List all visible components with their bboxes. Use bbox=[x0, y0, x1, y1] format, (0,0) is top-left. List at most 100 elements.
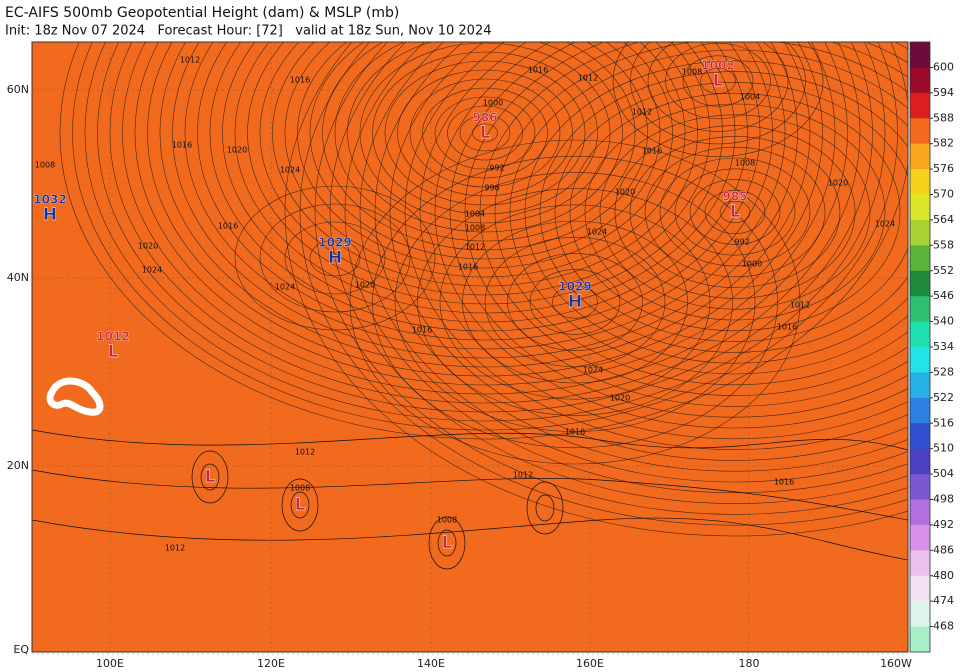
isobar-label: 1016 bbox=[528, 66, 548, 75]
isobar bbox=[682, 55, 754, 107]
isobar bbox=[284, 221, 386, 295]
isobar bbox=[334, 42, 636, 242]
colorbar-cell bbox=[910, 219, 930, 246]
colorbar-label: 516 bbox=[933, 416, 954, 429]
colorbar-label: 468 bbox=[933, 620, 954, 633]
isobar bbox=[552, 285, 598, 319]
colorbar-label: 558 bbox=[933, 238, 954, 251]
isobar bbox=[462, 220, 688, 384]
isobar bbox=[437, 529, 457, 557]
isobar bbox=[719, 200, 751, 224]
isobar bbox=[629, 136, 841, 288]
isobar-label: 1012 bbox=[578, 74, 598, 83]
isobar-label: 1016 bbox=[290, 76, 310, 85]
isobar bbox=[700, 68, 736, 94]
isobar bbox=[689, 179, 781, 245]
isobar bbox=[147, 42, 823, 377]
isobar-label: 1020 bbox=[610, 394, 630, 403]
isobar bbox=[409, 78, 561, 188]
colorbar-frame bbox=[909, 41, 931, 653]
colorbar-cell bbox=[910, 550, 930, 577]
center-symbol: L bbox=[480, 123, 491, 143]
isobar bbox=[389, 42, 908, 461]
isobar bbox=[359, 42, 908, 483]
isobar bbox=[32, 517, 908, 561]
colorbar-label: 546 bbox=[933, 289, 954, 302]
isobar-label: 1020 bbox=[615, 188, 635, 197]
colorbar-cell bbox=[910, 347, 930, 373]
map-title: EC-AIFS 500mb Geopotential Height (dam) … bbox=[5, 5, 399, 21]
isobar-label: 1020 bbox=[227, 146, 247, 155]
colorbar-label: 522 bbox=[933, 391, 954, 404]
isobar bbox=[349, 139, 801, 465]
isobar bbox=[507, 253, 643, 351]
isobar bbox=[322, 42, 648, 251]
colorbar-cell bbox=[910, 270, 930, 297]
center-symbol: L bbox=[442, 533, 453, 553]
center-symbol: H bbox=[568, 292, 582, 312]
isobar-label: 1000 bbox=[742, 260, 762, 269]
isobar-label: 1004 bbox=[465, 210, 485, 219]
isobar bbox=[309, 239, 361, 277]
isobar bbox=[134, 42, 836, 386]
isobar bbox=[172, 42, 798, 359]
center-symbol: L bbox=[205, 467, 216, 487]
colorbar-cell bbox=[910, 245, 930, 272]
map-area bbox=[32, 42, 908, 652]
isobar-label: 1016 bbox=[412, 326, 432, 335]
isobar-label: 1024 bbox=[142, 266, 162, 275]
isobar bbox=[200, 463, 220, 491]
isobar bbox=[612, 42, 824, 157]
isobar-label: 1024 bbox=[587, 228, 607, 237]
colorbar-cell bbox=[910, 601, 930, 628]
lon-label: 160W bbox=[880, 657, 912, 670]
colorbar-cell bbox=[910, 169, 930, 195]
isobar bbox=[97, 42, 873, 413]
isobar bbox=[614, 125, 856, 299]
isobar bbox=[234, 42, 736, 314]
isobar bbox=[259, 203, 411, 313]
center-symbol: H bbox=[328, 248, 342, 268]
isobar bbox=[347, 42, 623, 233]
isobar bbox=[209, 42, 761, 332]
isobar-label: 1016 bbox=[172, 141, 192, 150]
lat-label: 60N bbox=[7, 83, 29, 96]
isobar bbox=[472, 123, 498, 143]
isobar-label: 1020 bbox=[355, 281, 375, 290]
isobar bbox=[449, 42, 908, 418]
map-overlay: 1012 1016 1008 1016 1020 1024 1020 1024 1016 1024… bbox=[32, 42, 909, 655]
isobar-label: 1008 bbox=[682, 68, 702, 77]
isobar bbox=[484, 236, 666, 368]
isobar-label: 1016 bbox=[777, 323, 797, 332]
lon-label: 140E bbox=[417, 657, 445, 670]
isobar bbox=[384, 60, 586, 206]
isobar bbox=[184, 42, 786, 350]
isobar bbox=[434, 42, 908, 429]
isobar bbox=[309, 42, 661, 260]
isobar bbox=[84, 42, 886, 422]
isobar bbox=[372, 51, 598, 215]
isobar bbox=[494, 42, 908, 386]
isobar-label: 1008 bbox=[735, 159, 755, 168]
colorbar-label: 582 bbox=[933, 137, 954, 150]
isobar bbox=[422, 87, 548, 179]
isobar bbox=[359, 42, 611, 224]
isobar-label: 1000 bbox=[483, 99, 503, 108]
isobar-label: 1008 bbox=[465, 224, 485, 233]
center-pressure: 1029 bbox=[318, 236, 351, 250]
isobar bbox=[599, 114, 871, 310]
isobar bbox=[647, 42, 789, 132]
isobar-label: 1024 bbox=[280, 166, 300, 175]
isobar bbox=[394, 172, 756, 432]
colorbar-label: 504 bbox=[933, 467, 954, 480]
colorbar-label: 588 bbox=[933, 111, 954, 124]
colorbar-cell bbox=[910, 524, 930, 551]
isobar-label: 1020 bbox=[828, 179, 848, 188]
center-pressure: 985 bbox=[722, 190, 747, 204]
isobar bbox=[479, 42, 908, 396]
isobar-label: 1024 bbox=[875, 220, 895, 229]
colorbar-cell bbox=[910, 118, 930, 145]
isobar-label: 1012 bbox=[632, 108, 652, 117]
isobar bbox=[299, 42, 908, 526]
isobar bbox=[290, 491, 310, 519]
